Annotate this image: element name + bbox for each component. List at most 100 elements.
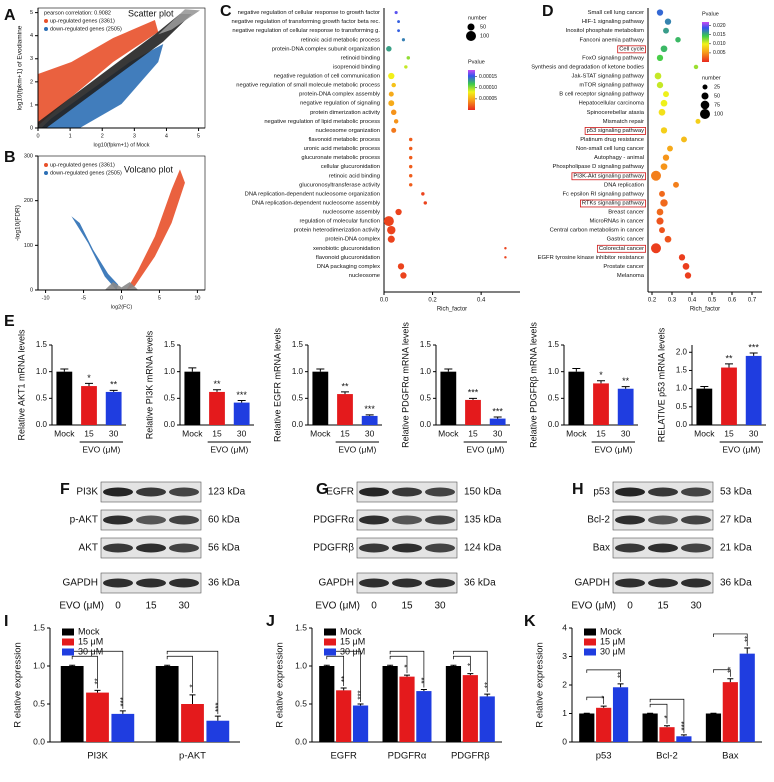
x-tick-label: PDGFRβ [451, 751, 490, 762]
term-highlight [617, 45, 646, 54]
error-bar [749, 352, 758, 356]
blot-band [648, 515, 678, 525]
y-tick-label: 0.0 [295, 736, 307, 746]
x-tick-label: 30 [109, 428, 119, 438]
y-axis-label: Relative PI3K mRNA levels [144, 330, 154, 439]
x-axis-label: log2(FC) [111, 304, 133, 310]
legend-label: 30 μM [600, 646, 625, 656]
term-label: Gastric cancer [607, 237, 644, 243]
dot [408, 183, 413, 187]
up-cloud [126, 169, 185, 290]
bar [659, 727, 675, 742]
term-label: isoprenoid binding [333, 64, 380, 70]
error-bar [727, 678, 734, 683]
error-bar [572, 367, 581, 372]
y-tick-label: 1.0 [33, 660, 45, 670]
bar [642, 713, 658, 742]
dot [678, 254, 686, 261]
bar [319, 666, 335, 742]
down-cloud [71, 216, 119, 290]
y-tick-label: 0.5 [36, 393, 48, 402]
y-tick-label: 1.0 [676, 384, 688, 393]
bar [361, 415, 378, 425]
x-axis-label: Rich_factor [437, 307, 467, 313]
dot [656, 54, 664, 62]
x-tick-label: -10 [42, 295, 50, 301]
x-tick-label: 0.3 [668, 298, 677, 304]
dot [656, 208, 664, 216]
bracket [713, 669, 731, 677]
legend-label: 15 μM [340, 636, 365, 646]
term-label: Breast cancer [608, 210, 644, 216]
legend-swatch [62, 638, 74, 646]
legend-swatch [584, 648, 596, 656]
y-tick-label: 1 [562, 708, 567, 718]
dot [684, 272, 692, 279]
bar [399, 676, 415, 742]
y-tick-label: 0 [30, 287, 33, 293]
significance: * [189, 684, 198, 687]
y-axis-label: Relative AKT1 mRNA levels [16, 329, 26, 441]
lane-label: 0 [115, 601, 121, 612]
x-tick-label: 15 [340, 428, 350, 438]
y-axis-label: R elative expression [275, 642, 286, 728]
bar [445, 666, 462, 742]
color-tick-label: 0.020 [713, 23, 726, 29]
blot-band [392, 543, 422, 553]
y-tick-label: 0.0 [676, 420, 688, 429]
significance: *** [468, 388, 479, 398]
term-label: RTKs signaling pathway [582, 200, 644, 206]
dot [387, 225, 396, 235]
term-label: DNA packaging complex [317, 264, 380, 270]
error-bar [404, 674, 410, 677]
term-label: retinoic acid metabolic process [301, 37, 380, 43]
dot [408, 174, 413, 178]
x-tick-label: Mock [438, 428, 459, 438]
dot [693, 64, 699, 70]
significance: ** [622, 376, 630, 386]
error-bar [664, 725, 670, 728]
kda-label: 135 kDa [464, 515, 502, 526]
blot-band [615, 515, 645, 525]
y-tick-label: 5 [30, 10, 33, 16]
error-bar [119, 710, 126, 714]
bracket [166, 650, 219, 715]
dot [663, 91, 669, 98]
dot [397, 20, 400, 24]
bar [86, 692, 109, 742]
y-tick-label: 0 [562, 736, 567, 746]
x-tick-label: 30 [493, 428, 503, 438]
group-label: EVO (μM) [466, 444, 504, 454]
bar [739, 653, 755, 742]
y-tick-label: 4 [30, 33, 33, 39]
dot [421, 192, 425, 196]
error-bar [700, 385, 709, 389]
dot [386, 46, 392, 52]
term-label: nucleosome [349, 273, 380, 279]
term-label: Phospholipase D signaling pathway [552, 164, 644, 170]
significance: * [600, 696, 609, 699]
dot [408, 137, 413, 142]
blot-band [169, 543, 199, 553]
x-tick-label: p53 [596, 751, 612, 762]
dot [388, 100, 395, 107]
dot [656, 81, 664, 89]
bar [696, 388, 713, 425]
bar [181, 704, 204, 742]
y-tick-label: 1 [30, 102, 33, 108]
error-bar [680, 734, 687, 737]
blot-band [359, 543, 389, 553]
legend-label: 15 μM [78, 636, 103, 646]
term-label: flavonoid glucuronidation [316, 255, 380, 261]
y-tick-label: 1.0 [548, 367, 560, 376]
error-bar [69, 664, 76, 666]
lane-label: 30 [178, 601, 190, 612]
dot [406, 56, 411, 60]
x-tick-label: 30 [365, 428, 375, 438]
y-axis-label: -log10(FDR) [15, 205, 22, 241]
x-tick-label: 0.7 [748, 298, 757, 304]
lane-title: EVO (μM) [59, 601, 104, 612]
y-tick-label: 0.5 [295, 698, 307, 708]
y-tick-label: 1.5 [548, 340, 560, 349]
x-tick-label: -5 [81, 295, 86, 301]
